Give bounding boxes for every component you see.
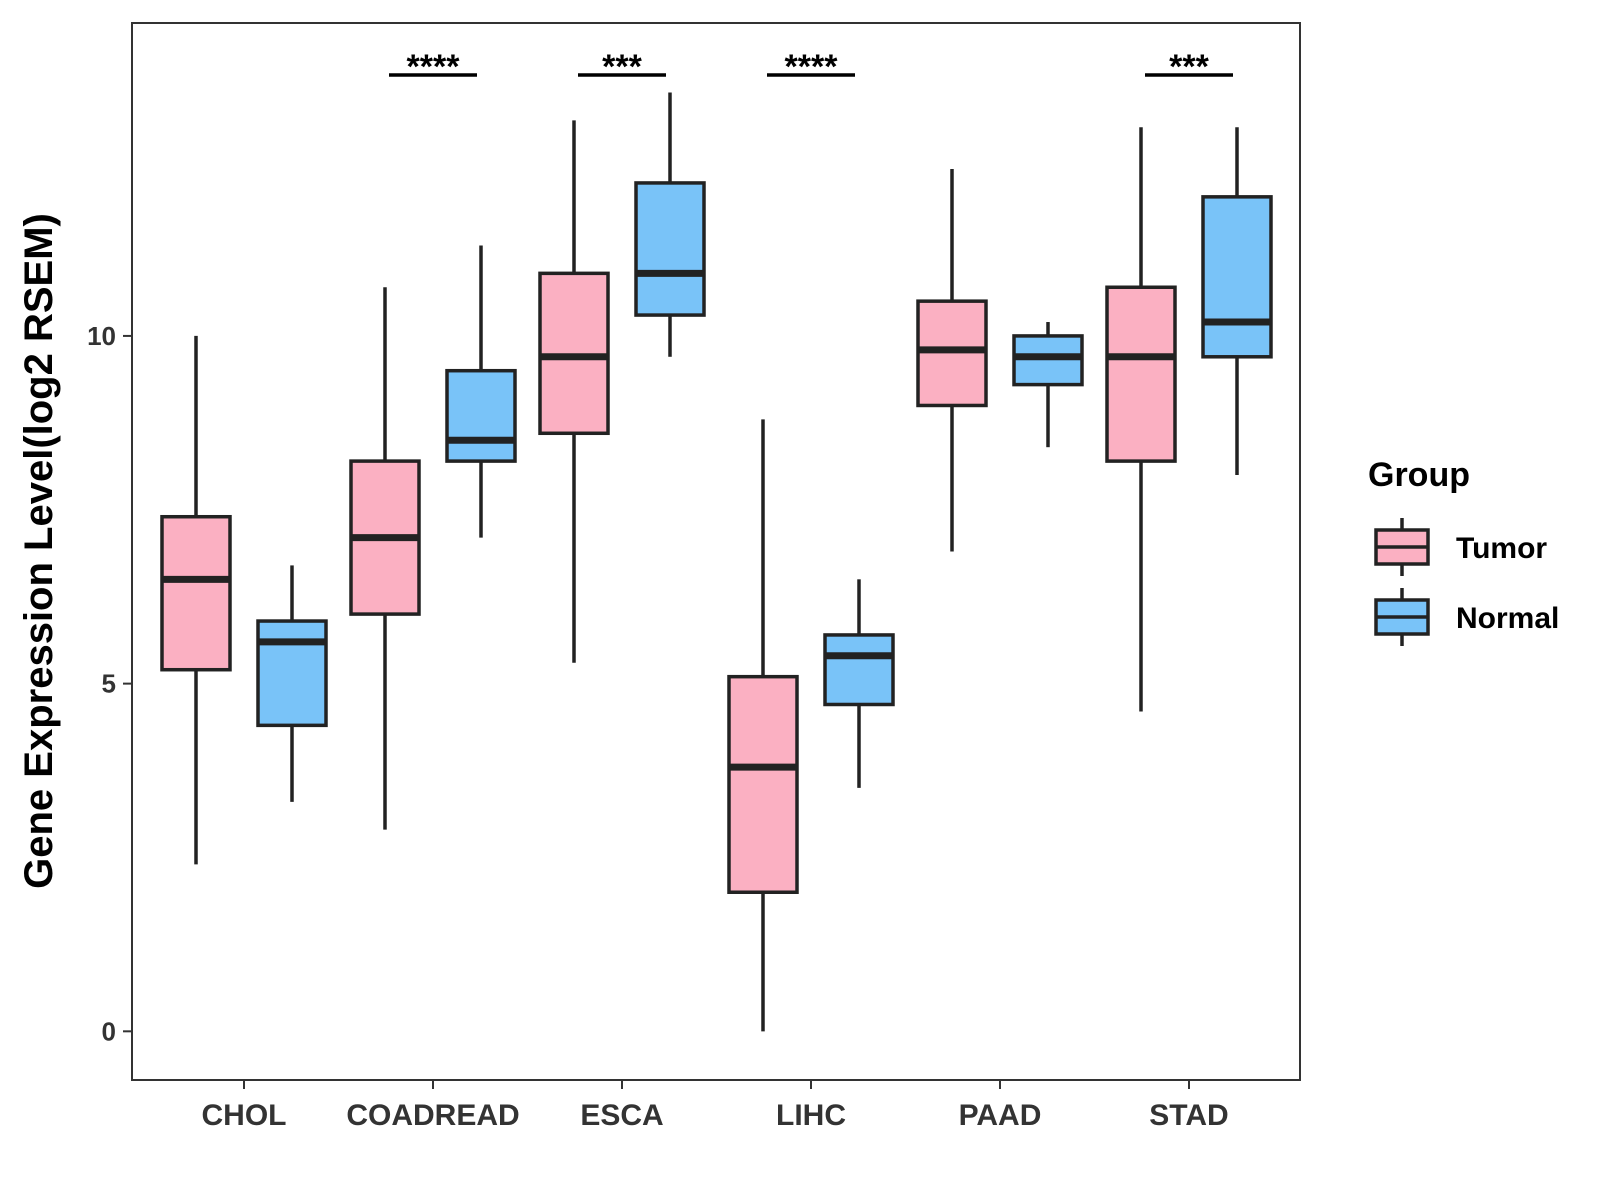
box-normal-lihc bbox=[823, 579, 895, 788]
legend-item-label: Tumor bbox=[1456, 532, 1547, 565]
x-tick-label: PAAD bbox=[959, 1099, 1042, 1132]
legend-item-normal: Normal bbox=[1374, 588, 1559, 646]
y-axis: 0 5 10 bbox=[87, 321, 132, 1046]
box-tumor-stad bbox=[1105, 127, 1177, 712]
box-tumor-esca bbox=[538, 120, 610, 663]
box-tumor-coadread bbox=[349, 287, 421, 830]
y-tick-label: 5 bbox=[102, 669, 116, 699]
legend-title: Group bbox=[1368, 456, 1470, 494]
x-tick-label: LIHC bbox=[776, 1099, 846, 1132]
legend: Group Tumor Normal bbox=[1368, 456, 1559, 646]
significance-group: **** *** **** *** bbox=[389, 48, 1233, 86]
box-iqr bbox=[160, 514, 232, 672]
x-tick-label: STAD bbox=[1149, 1099, 1228, 1132]
significance-label: *** bbox=[1169, 48, 1209, 86]
y-tick-label: 0 bbox=[102, 1016, 116, 1046]
box-iqr bbox=[823, 633, 895, 707]
box-tumor-chol bbox=[160, 335, 232, 865]
legend-item-label: Normal bbox=[1456, 602, 1559, 635]
box-normal-paad bbox=[1012, 322, 1084, 448]
box-iqr bbox=[1105, 285, 1177, 463]
plot-panel bbox=[131, 22, 1301, 1081]
y-tick-label: 10 bbox=[87, 321, 116, 351]
box-normal-coadread bbox=[445, 245, 517, 538]
box-iqr bbox=[256, 619, 328, 728]
box-group bbox=[160, 92, 1273, 1032]
x-axis: CHOL COADREAD ESCA LIHC PAAD STAD bbox=[202, 1080, 1229, 1132]
box-tumor-paad bbox=[916, 169, 988, 552]
significance-label: **** bbox=[785, 48, 839, 86]
legend-item-tumor: Tumor bbox=[1374, 518, 1547, 576]
box-iqr bbox=[634, 181, 706, 317]
significance-label: **** bbox=[407, 48, 461, 86]
box-tumor-lihc bbox=[727, 419, 799, 1032]
x-tick-label: CHOL bbox=[202, 1099, 287, 1132]
box-normal-stad bbox=[1201, 127, 1273, 476]
significance-label: *** bbox=[602, 48, 642, 86]
box-iqr bbox=[727, 674, 799, 894]
box-iqr bbox=[445, 368, 517, 463]
x-tick-label: ESCA bbox=[580, 1099, 663, 1132]
box-normal-chol bbox=[256, 565, 328, 802]
box-iqr bbox=[1201, 195, 1273, 359]
x-tick-label: COADREAD bbox=[346, 1099, 519, 1132]
box-normal-esca bbox=[634, 92, 706, 357]
y-axis-title: Gene Expression Level(log2 RSEM) bbox=[17, 213, 61, 889]
